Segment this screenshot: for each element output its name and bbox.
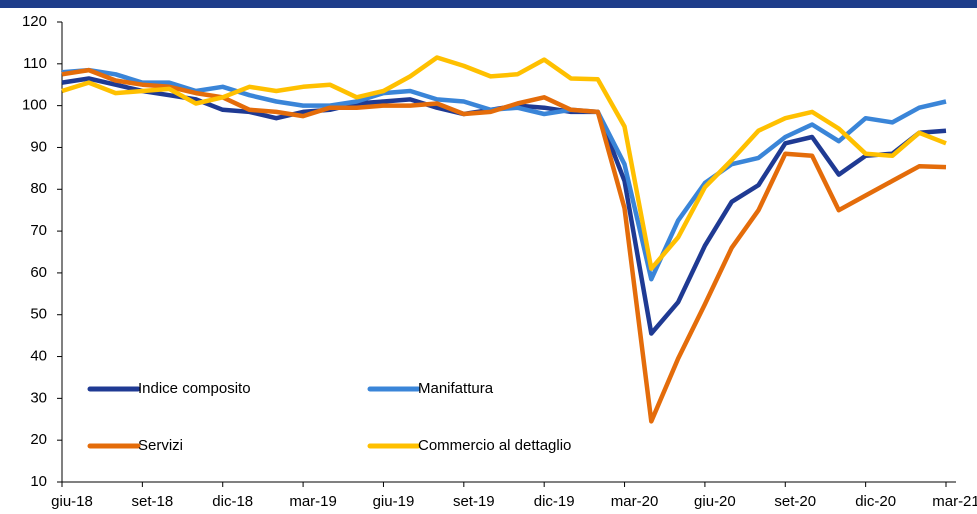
x-tick-label: set-19 xyxy=(453,493,495,510)
y-tick-label: 50 xyxy=(30,306,47,323)
y-tick-label: 90 xyxy=(30,138,47,155)
y-tick-label: 70 xyxy=(30,222,47,239)
x-tick-label: set-20 xyxy=(774,493,816,510)
x-tick-label: giu-20 xyxy=(694,493,736,510)
legend-label: Servizi xyxy=(138,437,183,454)
series-line xyxy=(61,55,947,271)
x-tick-label: mar-19 xyxy=(289,493,337,510)
y-tick-label: 80 xyxy=(30,180,47,197)
y-tick-label: 10 xyxy=(30,473,47,490)
x-tick-label: dic-19 xyxy=(534,493,575,510)
x-tick-label: giu-19 xyxy=(373,493,415,510)
legend-label: Manifattura xyxy=(418,380,494,397)
x-tick-label: set-18 xyxy=(132,493,174,510)
y-tick-label: 120 xyxy=(22,13,47,30)
x-tick-label: dic-20 xyxy=(855,493,896,510)
legend-label: Indice composito xyxy=(138,380,251,397)
x-tick-label: mar-20 xyxy=(611,493,659,510)
y-tick-label: 60 xyxy=(30,264,47,281)
series-line xyxy=(61,67,947,424)
y-tick-label: 40 xyxy=(30,348,47,365)
legend-label: Commercio al dettaglio xyxy=(418,437,571,454)
x-tick-label: giu-18 xyxy=(51,493,93,510)
y-tick-label: 100 xyxy=(22,97,47,114)
x-tick-label: dic-18 xyxy=(212,493,253,510)
y-tick-label: 110 xyxy=(23,55,47,72)
series-line xyxy=(61,76,947,336)
y-tick-label: 20 xyxy=(30,431,47,448)
top-band xyxy=(0,0,977,8)
y-tick-label: 30 xyxy=(30,389,47,406)
x-tick-label: mar-21 xyxy=(932,493,977,510)
